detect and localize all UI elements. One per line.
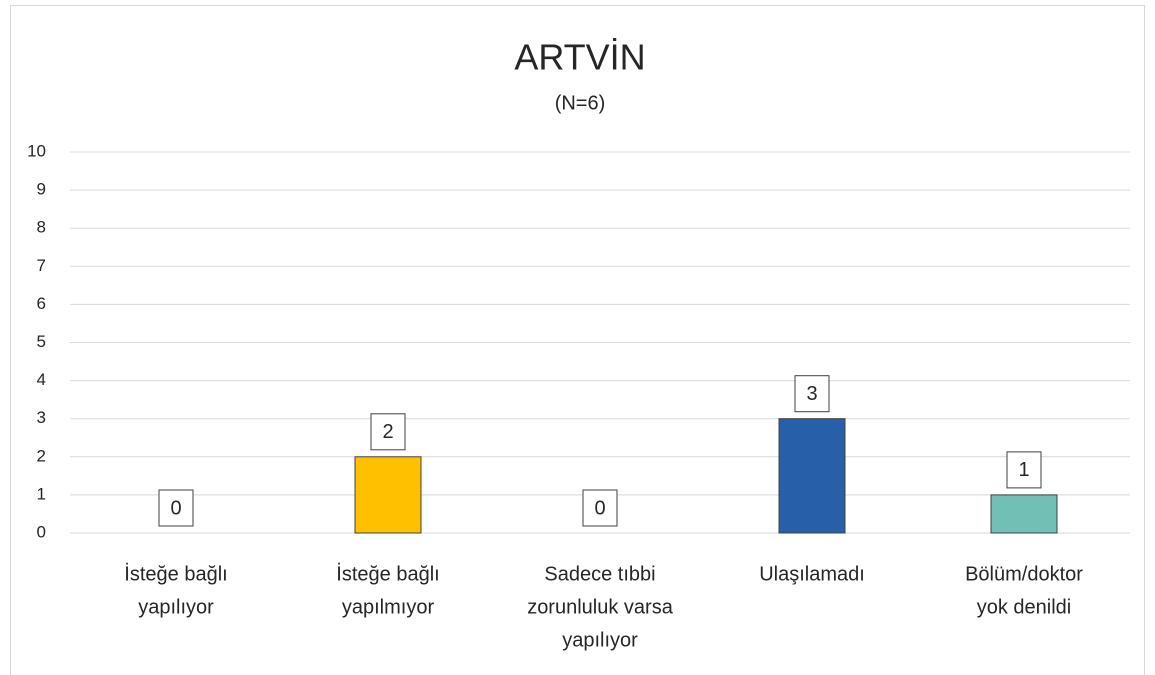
- x-tick-label: Ulaşılamadı: [759, 563, 865, 585]
- x-tick-label: İsteğe bağlı: [124, 562, 227, 585]
- chart-border: [10, 5, 1145, 675]
- value-label-box: [158, 489, 194, 527]
- y-tick-label: 6: [37, 294, 46, 313]
- bar: [354, 456, 422, 534]
- x-tick-label: yok denildi: [977, 596, 1072, 618]
- value-label: 2: [382, 421, 393, 443]
- y-tick-label: 7: [37, 256, 46, 275]
- y-tick-label: 1: [37, 484, 46, 503]
- y-tick-label: 2: [37, 446, 46, 465]
- y-tick-label: 10: [27, 141, 46, 160]
- value-label-box: [1006, 451, 1042, 489]
- y-tick-label: 0: [37, 522, 46, 541]
- x-tick-label: İsteğe bağlı: [336, 562, 439, 585]
- chart-title: ARTVİN: [514, 37, 645, 78]
- value-label: 0: [594, 497, 605, 519]
- x-tick-label: yapılıyor: [138, 596, 214, 618]
- x-tick-label: yapılmıyor: [342, 596, 435, 618]
- value-label: 3: [806, 383, 817, 405]
- y-tick-label: 9: [37, 180, 46, 199]
- value-label-box: [582, 489, 618, 527]
- x-tick-label: yapılıyor: [562, 629, 638, 651]
- value-label-box: [370, 413, 406, 451]
- value-label: 1: [1018, 459, 1029, 481]
- value-label-box: [794, 375, 830, 413]
- x-tick-label: Bölüm/doktor: [965, 563, 1083, 585]
- x-tick-label: Sadece tıbbi: [544, 563, 655, 585]
- bar: [990, 494, 1058, 534]
- y-tick-label: 8: [37, 218, 46, 237]
- x-tick-label: zorunluluk varsa: [527, 596, 674, 618]
- y-tick-label: 5: [37, 332, 46, 351]
- y-tick-label: 4: [37, 370, 46, 389]
- bar: [778, 418, 846, 534]
- chart-subtitle: (N=6): [555, 92, 606, 114]
- y-tick-label: 3: [37, 408, 46, 427]
- value-label: 0: [170, 497, 181, 519]
